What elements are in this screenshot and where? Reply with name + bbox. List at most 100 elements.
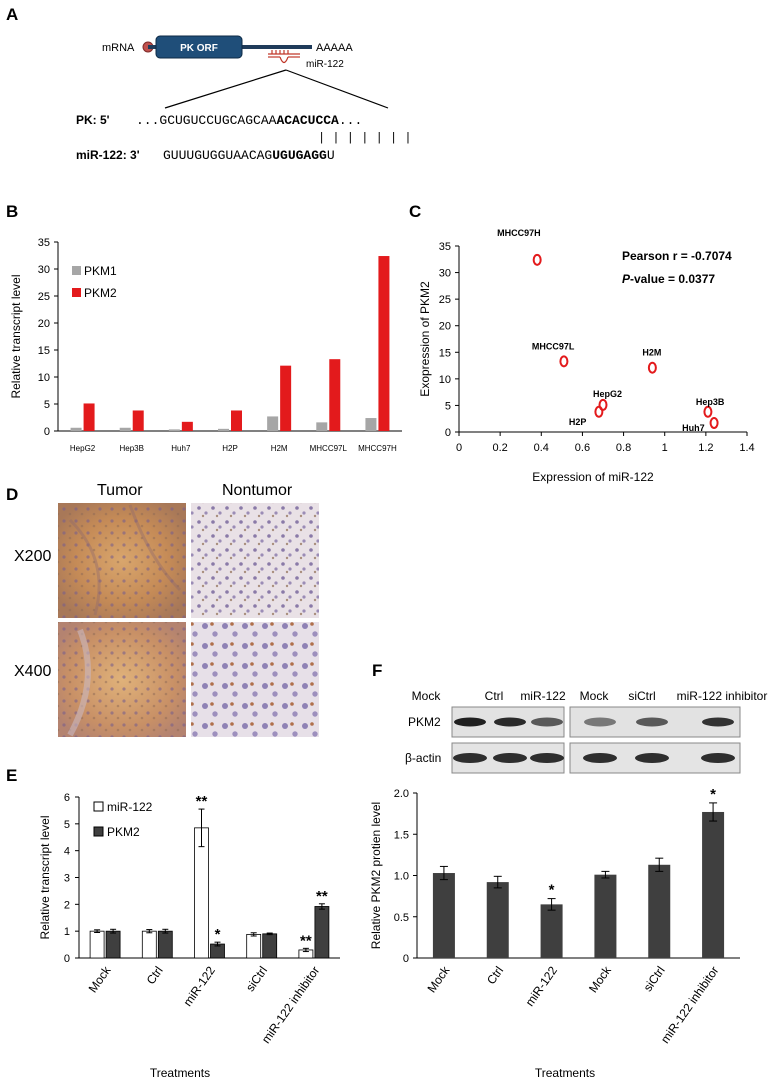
b-ytick-label: 30: [38, 264, 50, 276]
b-xtick-label: MHCC97H: [358, 444, 397, 453]
c-annotation-pvalue: P-value = 0.0377: [622, 272, 715, 286]
b-bar-pkm1: [168, 429, 180, 431]
f-bar: [540, 904, 563, 958]
zoom-line-right: [285, 69, 389, 109]
c-point: [709, 416, 719, 429]
f-xtick-label: Mock: [424, 963, 452, 995]
b-xtick-label: Hep3B: [119, 444, 143, 453]
blot-row-label-pkm2: PKM2: [408, 715, 441, 729]
pk-sequence: ...GCUGUCCUGCAGCAAACACUCCA...: [136, 113, 362, 128]
c-ytick-label: 5: [445, 400, 451, 412]
b-ytick-label: 25: [38, 291, 50, 303]
b-bar-pkm2: [329, 359, 341, 431]
e-ytick-label: 2: [64, 899, 70, 911]
panel-b-letter: B: [6, 202, 18, 221]
row-label-x200: X200: [14, 548, 51, 565]
f-ytick-label: 0.5: [394, 912, 409, 924]
polya-label: AAAAA: [316, 42, 353, 54]
c-ytick-label: 35: [439, 241, 451, 253]
e-bar-pkm2: [157, 930, 173, 959]
e-ytick-label: 1: [64, 926, 70, 938]
b-ytick-label: 20: [38, 318, 50, 330]
e-significance: *: [215, 926, 221, 943]
c-xtick-label: 0.8: [616, 442, 631, 454]
mir-label: miR-122: 3': [76, 148, 140, 162]
orf-label: PK ORF: [180, 43, 218, 54]
c-point-label: MHCC97H: [497, 228, 541, 238]
b-xtick-label: HepG2: [70, 444, 96, 453]
c-point: [703, 405, 713, 418]
c-point-label: Huh7: [682, 423, 705, 433]
b-bar-pkm1: [316, 422, 328, 431]
c-xtick-label: 1: [662, 442, 668, 454]
e-bar-mir122: [246, 933, 262, 959]
col-label-nontumor: Nontumor: [222, 482, 293, 499]
f-bar: [702, 811, 725, 958]
e-ytick-label: 0: [64, 953, 70, 965]
f-ytick-label: 1.5: [394, 829, 409, 841]
e-xtick-label: siCtrl: [243, 964, 270, 994]
f-xtick-label: Ctrl: [484, 964, 506, 987]
panel-d-letter: D: [6, 485, 18, 504]
blot-lane-label: Mock: [412, 689, 442, 703]
b-xtick-label: Huh7: [171, 444, 191, 453]
blot-band-actin: [635, 753, 669, 763]
b-ytick-label: 15: [38, 345, 50, 357]
f-xlabel: Treatments: [535, 1066, 595, 1080]
mir-seq-end: U: [327, 148, 335, 163]
b-bar-pkm1: [70, 427, 82, 431]
b-ytick-label: 35: [38, 237, 50, 249]
pairing-bars: | | | | | | |: [318, 131, 412, 145]
blot-lane-label: miR-122 inhibitor: [677, 689, 768, 703]
f-xtick-label: siCtrl: [641, 964, 668, 994]
chart-f-protein: 0 0.5 1.0 1.5 2.0 Relative PKM2 protien level…: [369, 786, 740, 1080]
blot-lane-label: miR-122: [520, 689, 566, 703]
c-xtick-label: 0.6: [575, 442, 590, 454]
f-ylabel: Relative PKM2 protien level: [369, 802, 383, 949]
f-bar: [594, 874, 617, 958]
blot-band-actin: [701, 753, 735, 763]
b-bar-pkm2: [181, 421, 193, 431]
panel-e-letter: E: [6, 766, 17, 785]
blot-lane-label: siCtrl: [628, 689, 655, 703]
chart-e-treatments: 0 1 2 3 4 5 6 Relative transcript level Treatmen…: [38, 792, 340, 1080]
panel-f: F Mock Ctrl miR-122 Mock siCtrl miR-122 inhib…: [369, 661, 767, 1080]
blot-lane-label: Ctrl: [485, 689, 504, 703]
c-xtick-label: 0.2: [492, 442, 507, 454]
c-point: [594, 405, 604, 418]
f-bar: [486, 882, 509, 958]
b-ytick-label: 5: [44, 399, 50, 411]
c-point: [647, 361, 657, 374]
f-xtick-label: miR-122 inhibitor: [658, 964, 721, 1046]
panel-f-letter: F: [372, 661, 382, 680]
e-significance: **: [316, 888, 328, 905]
c-ytick-label: 0: [445, 427, 451, 439]
e-legend-pkm2: PKM2: [107, 825, 140, 839]
panel-a-letter: A: [6, 5, 18, 24]
e-ytick-label: 6: [64, 792, 70, 804]
c-ylabel: Exopression of PKM2: [418, 281, 432, 397]
b-xtick-label: MHCC97L: [310, 444, 348, 453]
b-bar-pkm1: [119, 427, 131, 431]
western-blot-image: [451, 706, 741, 774]
b-bar-pkm1: [218, 428, 229, 431]
c-xlabel: Expression of miR-122: [532, 470, 654, 484]
b-ylabel: Relative transcript level: [9, 274, 23, 398]
pk-suffix: ...: [339, 113, 362, 128]
blot-band-pkm2: [584, 717, 616, 727]
c-ytick-label: 15: [439, 347, 451, 359]
e-xtick-label: Ctrl: [144, 964, 166, 987]
b-ytick-label: 10: [38, 372, 50, 384]
blot-band-pkm2: [454, 717, 486, 727]
b-legend-swatch-pkm1: [72, 266, 81, 275]
blot-band-pkm2: [494, 717, 526, 727]
b-xtick-label: H2M: [271, 444, 288, 453]
b-bar-pkm2: [378, 256, 390, 431]
b-bar-pkm2: [280, 365, 292, 431]
pk-label: PK: 5': [76, 113, 110, 127]
mrna-label: mRNA: [102, 42, 135, 54]
panel-e: E 0 1 2 3 4 5 6 Relative transcript level Treatm…: [6, 766, 340, 1080]
chart-c-scatter: 0 5 10 15 20 25 30 35 0 0.2 0.4 0.6 0.8 1 1.2 1.4 Expres…: [418, 228, 755, 484]
f-significance: *: [549, 882, 555, 899]
c-annotation-pearson: Pearson r = -0.7074: [622, 249, 732, 263]
